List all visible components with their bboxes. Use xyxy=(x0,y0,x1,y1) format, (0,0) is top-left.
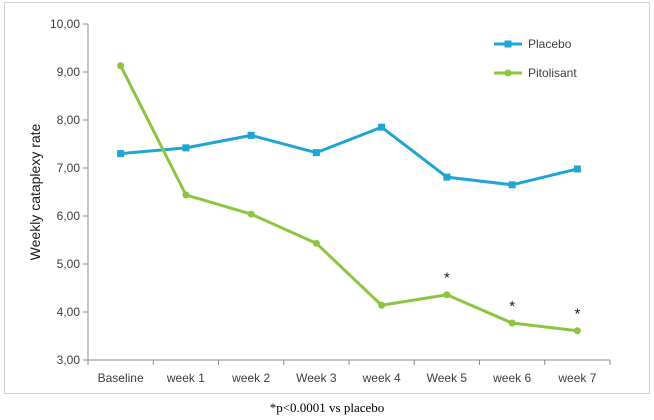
data-point-pitolisant xyxy=(443,291,451,299)
x-tick-label: week 6 xyxy=(492,371,531,385)
x-tick-label: Week 3 xyxy=(296,371,337,385)
chart-frame xyxy=(4,2,650,394)
y-tick-label: 5,00 xyxy=(57,257,81,271)
y-tick-label: 3,00 xyxy=(57,353,81,367)
legend-label-placebo: Placebo xyxy=(528,37,572,51)
x-tick-label: week 7 xyxy=(557,371,596,385)
data-point-pitolisant xyxy=(508,319,516,327)
line-chart: 3,00 4,00 5,00 6,00 7,00 8,00 9,00 10,00 Baselin… xyxy=(27,17,611,385)
significance-marker: * xyxy=(509,298,515,315)
data-point-placebo xyxy=(573,165,581,173)
data-point-pitolisant xyxy=(312,239,320,247)
x-tick-label: Baseline xyxy=(98,371,144,385)
data-point-pitolisant xyxy=(378,301,386,309)
data-point-pitolisant xyxy=(117,62,125,70)
x-tick-label: week 1 xyxy=(166,371,205,385)
x-tick-label: week 4 xyxy=(362,371,401,385)
legend-marker-placebo xyxy=(504,40,512,48)
y-axis-title: Weekly cataplexy rate xyxy=(27,123,43,260)
data-point-pitolisant xyxy=(247,210,255,218)
y-tick-label: 8,00 xyxy=(57,113,81,127)
y-tick-label: 7,00 xyxy=(57,161,81,175)
series-line-pitolisant xyxy=(119,65,578,333)
significance-marker: * xyxy=(574,306,580,323)
y-tick-label: 6,00 xyxy=(57,209,81,223)
footnote: *p<0.0001 vs placebo xyxy=(269,400,385,415)
legend-marker-pitolisant xyxy=(504,69,512,77)
x-tick-label: Week 5 xyxy=(427,371,468,385)
y-tick-label: 4,00 xyxy=(57,305,81,319)
data-point-placebo xyxy=(182,144,190,152)
data-point-placebo xyxy=(443,173,451,181)
data-point-pitolisant xyxy=(182,191,190,199)
data-point-placebo xyxy=(117,150,125,158)
significance-marker: * xyxy=(444,270,450,287)
legend-label-pitolisant: Pitolisant xyxy=(528,66,577,80)
data-point-placebo xyxy=(508,181,516,189)
data-point-placebo xyxy=(312,149,320,157)
y-tick-label: 10,00 xyxy=(50,17,80,31)
data-point-placebo xyxy=(378,123,386,131)
series-line-placebo xyxy=(120,125,578,187)
y-tick-label: 9,00 xyxy=(57,65,81,79)
data-point-pitolisant xyxy=(573,327,581,335)
x-tick-label: week 2 xyxy=(231,371,270,385)
data-point-placebo xyxy=(247,131,255,139)
